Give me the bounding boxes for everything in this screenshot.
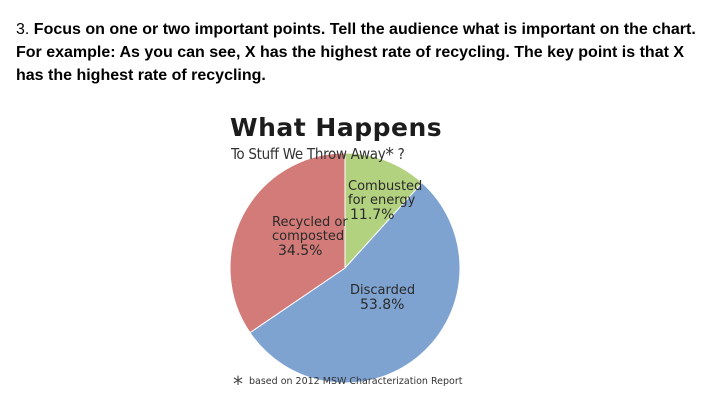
chart-subtitle-text: To Stuff We Throw Away: [231, 145, 386, 163]
subtitle-suffix: ?: [393, 145, 405, 163]
pie-slice-discarded: [249, 181, 461, 384]
point-text: Focus on one or two important points. Te…: [16, 21, 696, 84]
slice-label-recycled: Recycled or composted 34.5%: [272, 215, 348, 259]
slide-body-text: 3. Focus on one or two important points.…: [16, 18, 706, 87]
pie-slice-recycled: [229, 152, 346, 334]
chart-title: What Happens: [230, 113, 443, 142]
point-number: 3.: [16, 21, 34, 38]
footnote-asterisk: *: [233, 372, 243, 396]
pie-chart-figure: Combusted for energy 11.7% Discarded 53.8% Re…: [220, 108, 482, 398]
slice-label-discarded: Discarded 53.8%: [350, 283, 415, 313]
slice-label-combusted: Combusted for energy 11.7%: [348, 179, 422, 223]
pie-chart: Combusted for energy 11.7% Discarded 53.8%Re…: [229, 152, 461, 384]
pie-slice-combusted: [344, 152, 423, 270]
chart-footnote: * based on 2012 MSW Characterization Repo…: [233, 372, 462, 396]
footnote-text: based on 2012 MSW Characterization Repor…: [249, 376, 463, 387]
chart-subtitle: To Stuff We Throw Away* ?: [231, 144, 405, 166]
subtitle-asterisk: *: [385, 144, 394, 166]
